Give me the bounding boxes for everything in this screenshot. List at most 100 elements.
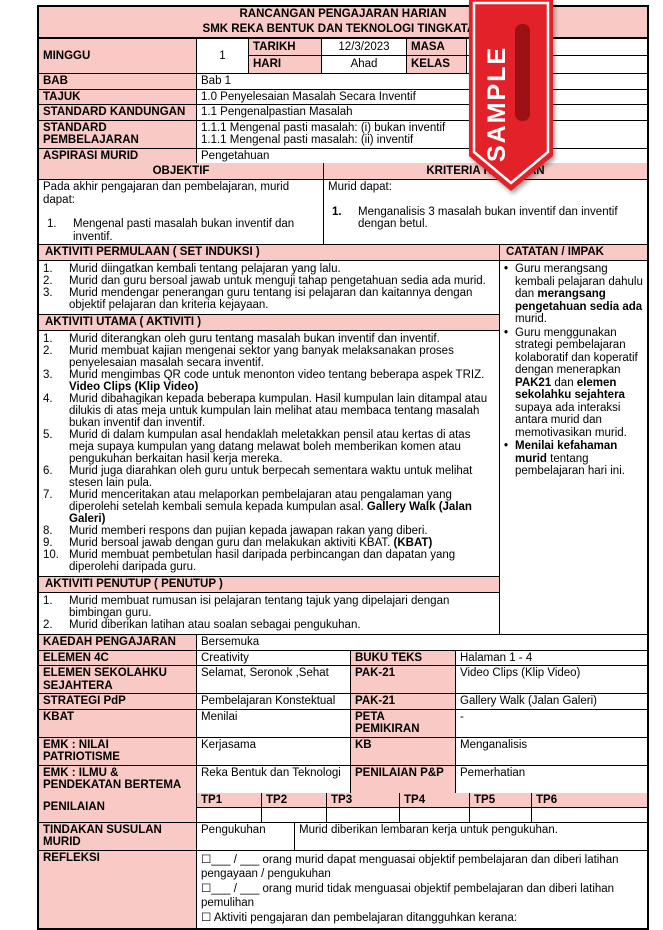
detail-value-1: Pembelajaran Konstektual xyxy=(197,694,351,709)
penilaian-label: PENILAIAN xyxy=(39,792,197,822)
objektif-intro: Pada akhir pengajaran dan pembelajaran, … xyxy=(43,181,290,206)
detail-label-2: BUKU TEKS xyxy=(351,650,456,665)
kriteria-cell: Murid dapat: 1. Menganalisis 3 masalah bu… xyxy=(324,180,647,244)
list-item-text: Murid memberi respons dan pujian kepada … xyxy=(69,525,428,537)
tp-value-cell xyxy=(327,807,400,822)
masa-value xyxy=(467,39,647,56)
refleksi-line: ☐___ / ___ orang murid dapat menguasai o… xyxy=(201,853,619,880)
list-item: 3. Murid mengimbas QR code untuk menonton… xyxy=(39,369,499,393)
list-item-number: 10. xyxy=(43,549,59,561)
activity-list: 1. Murid membuat rumusan isi pelajaran te… xyxy=(39,593,499,634)
list-item-number: 4. xyxy=(43,393,53,405)
tp-header-cell: TP1 xyxy=(197,792,262,808)
tp-header-cell: TP2 xyxy=(262,792,327,808)
list-item: 1. Murid membuat rumusan isi pelajaran te… xyxy=(39,595,499,619)
sample-ribbon-label: SAMPLE xyxy=(483,46,511,162)
tp-value-cell xyxy=(262,807,327,822)
refleksi-line: ☐ Aktiviti pengajaran dan pembelajaran d… xyxy=(201,911,517,924)
bullet-glyph: • xyxy=(504,263,509,275)
list-item-number: 7. xyxy=(43,489,53,501)
list-item: 3. Murid mendengar penerangan guru tentan… xyxy=(39,287,499,311)
info-row-label: ASPIRASI MURID xyxy=(39,148,197,163)
document-page: { "colors":{"pink":"#f8c9c5","ribbon_red… xyxy=(37,0,649,930)
detail-value-2: Menganalisis xyxy=(460,738,528,751)
bullet-glyph: • xyxy=(504,326,509,339)
detail-value-1: Kerjasama xyxy=(197,737,351,765)
detail-label-2: KB xyxy=(351,737,456,765)
tindakan-row: TINDAKAN SUSULAN MURID Pengukuhan Murid … xyxy=(39,822,647,851)
info-row-value: 1.1 Pengenalpastian Masalah xyxy=(201,106,353,118)
objektif-header: OBJEKTIF xyxy=(39,163,324,179)
list-item-number: 1. xyxy=(47,218,57,230)
detail-value-1: Menilai xyxy=(197,709,351,737)
objektif-content-row: Pada akhir pengajaran dan pembelajaran, … xyxy=(39,180,647,245)
detail-rows: ELEMEN 4C Creativity BUKU TEKS Halaman 1 - … xyxy=(39,650,647,793)
list-item: 1. Mengenal pasti masalah bukan inventif … xyxy=(43,218,319,243)
detail-row: EMK : ILMU & PENDEKATAN BERTEMA Reka Bent… xyxy=(39,765,647,793)
ribbon-outline xyxy=(472,1,550,185)
list-item: 4. Murid dibahagikan kepada beberapa kump… xyxy=(39,393,499,429)
detail-value-2: Video Clips (Klip Video) xyxy=(460,667,581,679)
list-item-number: 1. xyxy=(43,595,53,607)
detail-label-2: PAK-21 xyxy=(351,666,456,693)
list-item-number: 2. xyxy=(43,345,53,357)
catatan-item: • Guru menggunakan strategi pembelajaran … xyxy=(504,327,643,440)
list-item: 8. Murid memberi respons dan pujian kepad… xyxy=(39,525,499,537)
tp-value-cell xyxy=(197,807,262,822)
list-item-number: 1. xyxy=(43,263,53,275)
list-item: 9. Murid bersoal jawab dengan guru dan me… xyxy=(39,537,499,549)
detail-label-2: PAK-21 xyxy=(351,694,456,709)
info-row: STANDARD KANDUNGAN 1.1 Pengenalpastian Ma… xyxy=(39,105,647,121)
info-row: STANDARD PEMBELAJARAN 1.1.1 Mengenal past… xyxy=(39,120,647,149)
list-item-text: Murid dan guru bersoal jawab untuk mengu… xyxy=(69,275,486,287)
tp-empty-cells xyxy=(197,807,647,822)
ribbon-shape xyxy=(469,0,553,191)
tp-header-cell: TP3 xyxy=(327,792,400,808)
catatan-item: • Guru merangsang kembali pelajaran dahul… xyxy=(504,263,643,326)
kaedah-label: KAEDAH PENGAJARAN xyxy=(39,635,197,650)
list-item: 6. Murid juga diarahkan oleh guru untuk b… xyxy=(39,465,499,489)
list-item-text: Murid membuat kajian mengenai sektor yan… xyxy=(69,345,454,369)
refleksi-label: REFLEKSI xyxy=(39,850,197,928)
objektif-list: 1. Mengenal pasti masalah bukan inventif … xyxy=(43,218,319,243)
info-row: BAB Bab 1 xyxy=(39,74,647,90)
info-row-value: Bab 1 xyxy=(201,75,232,87)
list-item-text: Murid membuat rumusan isi pelajaran tent… xyxy=(69,595,450,619)
list-item-number: 1. xyxy=(332,205,342,218)
detail-label-2: PETA PEMIKIRAN xyxy=(351,709,456,737)
list-item: 7. Murid menceritakan atau melaporkan pem… xyxy=(39,489,499,525)
kriteria-intro: Murid dapat: xyxy=(328,181,392,193)
week-date-row: MINGGU 1 TARIKH 12/3/2023 MASA HARI Ahad… xyxy=(39,39,647,74)
list-item: 1. Murid diingatkan kembali tentang pelaj… xyxy=(39,263,499,275)
refleksi-row: REFLEKSI ☐___ / ___ orang murid dapat me… xyxy=(39,850,647,928)
list-item-text: Murid menceritakan atau melaporkan pembe… xyxy=(69,489,472,525)
activity-section-header: AKTIVITI PERMULAAN ( SET INDUKSI ) xyxy=(39,245,499,261)
detail-row: ELEMEN SEKOLAHKU SEJAHTERA Selamat, Seron… xyxy=(39,666,647,694)
info-rows: BAB Bab 1 TAJUK 1.0 Penyelesaian Masalah Se… xyxy=(39,74,647,163)
list-item: 10. Murid membuat pembetulan hasil daripa… xyxy=(39,549,499,573)
info-row-value: 1.0 Penyelesaian Masalah Secara Inventif xyxy=(201,90,416,103)
catatan-item: • Menilai kefahaman murid tentang pembela… xyxy=(504,440,643,478)
refleksi-line: ☐___ / ___ orang murid tidak menguasai o… xyxy=(201,882,615,909)
info-row-label: BAB xyxy=(39,74,197,89)
list-item-number: 3. xyxy=(43,287,53,299)
list-item-text: Murid diterangkan oleh guru tentang masa… xyxy=(69,333,440,345)
refleksi-body: ☐___ / ___ orang murid dapat menguasai o… xyxy=(197,851,647,928)
objektif-header-row: OBJEKTIF KRITERIA KEJAYAAN xyxy=(39,163,647,180)
masa-label: MASA xyxy=(407,39,467,56)
info-row-value: 1.1.1 Mengenal pasti masalah: (i) bukan … xyxy=(201,121,446,147)
minggu-label: MINGGU xyxy=(39,39,197,73)
activity-section-header: AKTIVITI PENUTUP ( PENUTUP ) xyxy=(39,576,499,593)
list-item-text: Murid dibahagikan kepada beberapa kumpul… xyxy=(69,393,488,429)
detail-value-1: Selamat, Seronok ,Sehat xyxy=(197,666,351,693)
info-row-label: STANDARD KANDUNGAN xyxy=(39,105,197,120)
kelas-label: KELAS xyxy=(407,56,467,73)
catatan-item-text: Guru merangsang kembali pelajaran dahulu… xyxy=(515,263,643,325)
detail-row: STRATEGI PdP Pembelajaran Konstektual PAK-… xyxy=(39,694,647,710)
kaedah-value: Bersemuka xyxy=(201,636,260,648)
hari-value: Ahad xyxy=(322,56,407,73)
detail-value-1: Creativity xyxy=(197,650,351,665)
list-item: 2. Murid diberikan latihan atau soalan se… xyxy=(39,619,499,631)
info-row-label: TAJUK xyxy=(39,89,197,104)
kaedah-row: KAEDAH PENGAJARAN Bersemuka xyxy=(39,635,647,651)
